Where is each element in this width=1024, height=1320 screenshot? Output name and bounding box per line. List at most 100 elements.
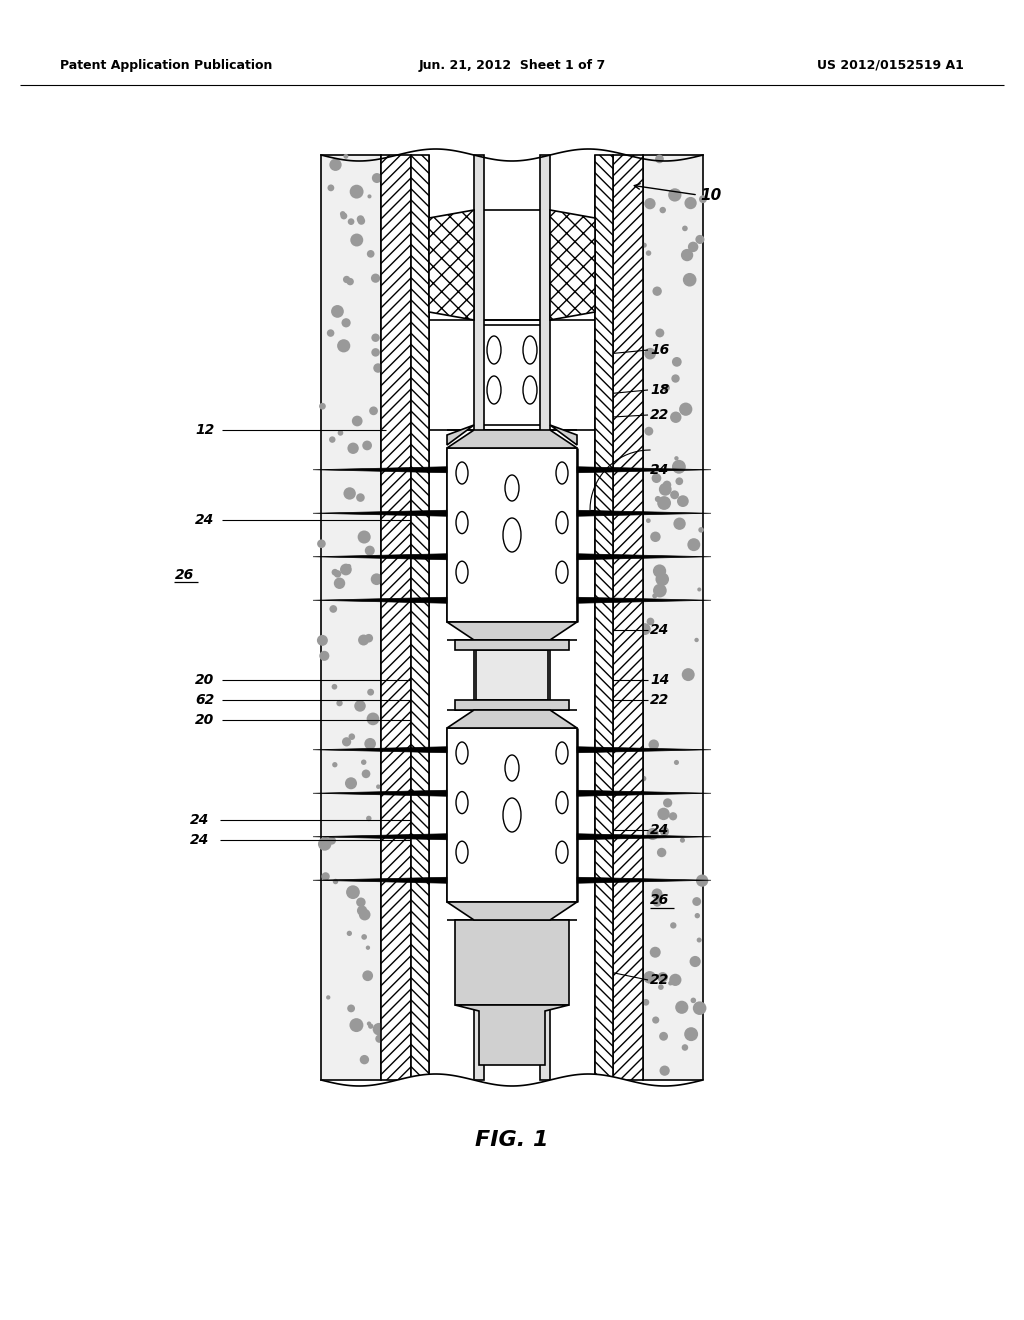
Circle shape [643, 999, 649, 1006]
Polygon shape [447, 622, 577, 640]
Circle shape [698, 527, 703, 533]
Circle shape [338, 430, 343, 436]
Ellipse shape [556, 462, 568, 484]
Circle shape [682, 668, 694, 681]
Bar [613, 154, 643, 1080]
Circle shape [682, 1044, 688, 1051]
Text: 24: 24 [195, 513, 214, 527]
Circle shape [663, 480, 672, 490]
Circle shape [683, 273, 696, 286]
Circle shape [693, 1002, 707, 1015]
Circle shape [346, 886, 359, 899]
Circle shape [687, 539, 700, 552]
Circle shape [345, 777, 357, 789]
Circle shape [658, 985, 664, 990]
Ellipse shape [456, 841, 468, 863]
Circle shape [368, 1023, 374, 1028]
Circle shape [680, 838, 685, 842]
Polygon shape [313, 791, 447, 796]
Text: US 2012/0152519 A1: US 2012/0152519 A1 [817, 58, 964, 71]
Circle shape [361, 759, 367, 766]
Circle shape [334, 578, 345, 589]
Circle shape [332, 569, 338, 576]
Circle shape [331, 305, 344, 318]
Circle shape [358, 635, 369, 645]
Circle shape [684, 197, 696, 209]
Polygon shape [313, 747, 447, 752]
Circle shape [327, 329, 335, 337]
Circle shape [696, 937, 701, 942]
Circle shape [337, 339, 350, 352]
Circle shape [342, 737, 351, 746]
Circle shape [652, 898, 662, 907]
Text: 12: 12 [195, 422, 214, 437]
Polygon shape [313, 597, 447, 603]
Circle shape [655, 154, 664, 164]
Circle shape [663, 384, 670, 392]
Circle shape [679, 403, 692, 416]
Circle shape [356, 215, 365, 223]
Circle shape [657, 847, 667, 857]
Circle shape [674, 517, 686, 529]
Ellipse shape [556, 561, 568, 583]
Polygon shape [577, 467, 711, 473]
Text: Jun. 21, 2012  Sheet 1 of 7: Jun. 21, 2012 Sheet 1 of 7 [419, 58, 605, 71]
Ellipse shape [556, 792, 568, 813]
Circle shape [682, 226, 688, 231]
Circle shape [322, 873, 330, 880]
Circle shape [333, 879, 338, 884]
Circle shape [319, 403, 326, 409]
Ellipse shape [505, 755, 519, 781]
Ellipse shape [505, 805, 519, 830]
Circle shape [684, 1027, 698, 1041]
Circle shape [357, 218, 366, 224]
Text: 24: 24 [190, 833, 209, 847]
Circle shape [376, 784, 381, 789]
Circle shape [657, 972, 668, 982]
Circle shape [694, 638, 698, 642]
Circle shape [650, 532, 660, 543]
Circle shape [654, 496, 662, 502]
Circle shape [349, 1018, 364, 1032]
Text: 24: 24 [650, 463, 670, 477]
Circle shape [659, 826, 669, 836]
Circle shape [341, 318, 350, 327]
Bar [447, 729, 577, 902]
Text: 22: 22 [650, 408, 670, 422]
Ellipse shape [487, 337, 501, 364]
Circle shape [347, 1005, 355, 1012]
Circle shape [664, 799, 673, 808]
Circle shape [643, 972, 656, 983]
Circle shape [646, 828, 658, 840]
Circle shape [332, 684, 337, 689]
Circle shape [644, 426, 653, 436]
Circle shape [670, 923, 677, 928]
Circle shape [373, 1023, 385, 1035]
Circle shape [651, 474, 662, 483]
Circle shape [372, 334, 380, 342]
Circle shape [317, 540, 326, 548]
Circle shape [650, 946, 660, 958]
Text: 18: 18 [650, 383, 670, 397]
Polygon shape [577, 878, 711, 883]
Circle shape [366, 816, 372, 821]
Circle shape [361, 770, 371, 779]
Ellipse shape [523, 376, 537, 404]
Circle shape [657, 496, 671, 510]
Circle shape [340, 213, 347, 219]
Ellipse shape [456, 462, 468, 484]
Circle shape [356, 898, 366, 907]
Text: 24: 24 [650, 623, 670, 638]
Ellipse shape [556, 512, 568, 533]
Polygon shape [577, 747, 711, 752]
Ellipse shape [556, 742, 568, 764]
Circle shape [694, 913, 700, 919]
Circle shape [670, 412, 682, 422]
Text: 26: 26 [175, 568, 195, 582]
Polygon shape [577, 511, 711, 516]
Circle shape [669, 981, 673, 986]
Circle shape [357, 531, 371, 544]
Circle shape [372, 173, 382, 183]
Polygon shape [455, 1005, 569, 1065]
Circle shape [652, 1016, 659, 1023]
